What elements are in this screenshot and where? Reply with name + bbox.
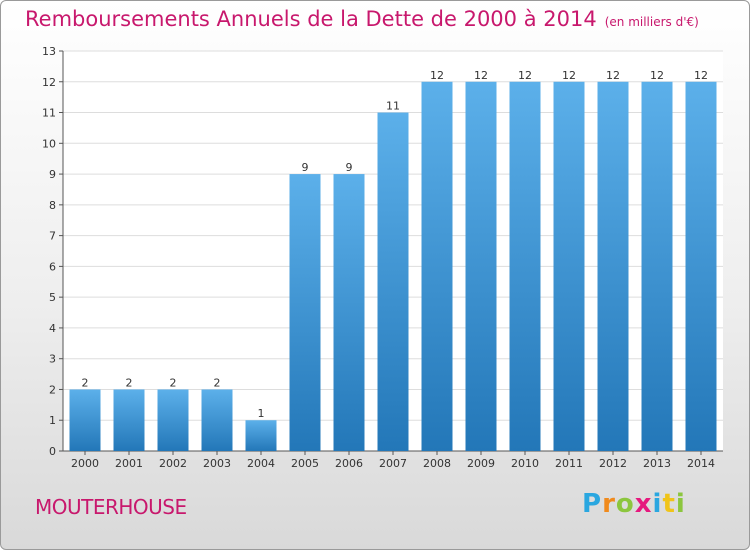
x-tick-label: 2011 [555,457,583,470]
data-label: 12 [606,69,620,82]
data-label: 12 [650,69,664,82]
bar [509,81,541,452]
bar [157,389,189,451]
bar [377,112,409,452]
data-label: 2 [82,376,89,389]
data-label: 2 [126,376,133,389]
bar [641,81,673,452]
x-tick-label: 2001 [115,457,143,470]
y-tick-label: 10 [42,137,56,150]
logo-letter: t [662,489,676,519]
y-tick-label: 11 [42,107,56,120]
data-label: 9 [302,161,309,174]
logo-letter: i [652,489,663,519]
y-tick-label: 5 [49,291,56,304]
y-tick-label: 1 [49,414,56,427]
data-label: 12 [474,69,488,82]
y-tick-label: 7 [49,230,56,243]
bar [113,389,145,451]
bar [289,174,321,452]
bar [553,81,585,452]
data-label: 2 [214,376,221,389]
chart-title-unit: (en milliers d'€) [604,15,699,29]
data-label: 9 [346,161,353,174]
data-label: 12 [694,69,708,82]
y-tick-label: 6 [49,260,56,273]
logo-letter: r [602,489,616,519]
x-tick-label: 2006 [335,457,363,470]
x-tick-label: 2007 [379,457,407,470]
x-tick-label: 2009 [467,457,495,470]
y-tick-label: 4 [49,322,56,335]
bar [201,389,233,451]
chart-title: Remboursements Annuels de la Dette de 20… [25,7,699,31]
y-tick-label: 3 [49,353,56,366]
x-tick-label: 2003 [203,457,231,470]
y-tick-label: 12 [42,76,56,89]
logo-letter: i [675,489,686,519]
chart-title-main: Remboursements Annuels de la Dette de 20… [25,7,597,31]
logo-letter: P [582,489,603,519]
data-label: 12 [562,69,576,82]
commune-name: MOUTERHOUSE [35,495,187,519]
data-label: 12 [518,69,532,82]
y-tick-label: 8 [49,199,56,212]
x-tick-label: 2000 [71,457,99,470]
y-tick-label: 9 [49,168,56,181]
bar [333,174,365,452]
y-tick-label: 13 [42,45,56,58]
bar [465,81,497,452]
logo-letter: x [634,489,653,519]
x-tick-label: 2004 [247,457,275,470]
y-tick-label: 0 [49,445,56,458]
bar [597,81,629,452]
data-label: 11 [386,100,400,113]
y-tick-label: 2 [49,383,56,396]
data-label: 2 [170,376,177,389]
proxiti-logo: Proxiti [582,489,686,519]
x-tick-label: 2012 [599,457,627,470]
x-tick-label: 2013 [643,457,671,470]
x-tick-label: 2002 [159,457,187,470]
bar [69,389,101,451]
bar [685,81,717,452]
bar [245,420,277,451]
data-label: 12 [430,69,444,82]
logo-letter: o [615,489,635,519]
bar [421,81,453,452]
x-tick-label: 2010 [511,457,539,470]
data-label: 1 [258,407,265,420]
x-tick-label: 2014 [687,457,715,470]
x-tick-label: 2008 [423,457,451,470]
x-tick-label: 2005 [291,457,319,470]
